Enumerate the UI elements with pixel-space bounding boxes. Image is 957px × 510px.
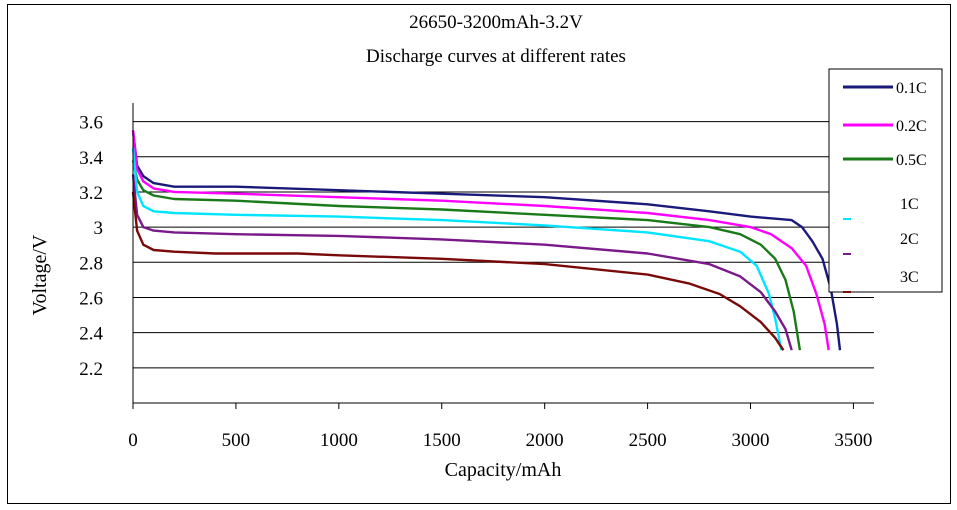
x-tick-label: 1500: [423, 430, 461, 451]
series-lines: [131, 130, 842, 351]
series-line-0-1C: [131, 130, 842, 351]
series-line-3C: [131, 191, 785, 351]
y-tick-label: 3: [94, 218, 104, 239]
y-tick-label: 2.2: [79, 359, 103, 380]
y-tick-label: 2.8: [79, 253, 103, 274]
legend-label: 1C: [900, 196, 919, 213]
y-tick-label: 3.6: [79, 113, 103, 134]
legend-label: 3C: [900, 269, 919, 286]
x-tick-label: 2500: [629, 430, 667, 451]
y-tick-label: 3.2: [79, 183, 103, 204]
x-tick-labels: 0 500 1000 1500 2000 2500 3000 3500: [128, 430, 872, 451]
x-axis-label: Capacity/mAh: [445, 459, 562, 481]
x-tick-label: 500: [222, 430, 251, 451]
grid-lines: [133, 121, 874, 369]
chart-subtitle: Discharge curves at different rates: [366, 46, 626, 67]
y-tick-label: 3.4: [79, 148, 103, 169]
y-tick-label: 2.6: [79, 288, 103, 309]
legend: 0.1C 0.2C 0.5C 1C 2C 3C: [828, 68, 943, 293]
legend-label: 2C: [900, 231, 919, 248]
legend-label: 0.5C: [896, 152, 927, 169]
series-line-0-5C: [131, 160, 802, 351]
legend-box: [828, 68, 943, 293]
axes: [132, 103, 874, 409]
x-tick-label: 2000: [526, 430, 564, 451]
legend-label: 0.2C: [896, 118, 927, 135]
x-tick-label: 3000: [732, 430, 770, 451]
chart-frame: [7, 4, 951, 504]
x-tick-label: 1000: [320, 430, 358, 451]
y-axis-label: Voltage/V: [29, 234, 51, 315]
series-line-0-2C: [131, 130, 830, 351]
series-line-2C: [131, 174, 793, 351]
legend-label: 0.1C: [896, 80, 927, 97]
chart-title: 26650-3200mAh-3.2V: [409, 12, 583, 33]
x-tick-label: 0: [128, 430, 138, 451]
x-tick-label: 3500: [834, 430, 872, 451]
series-line-1C: [131, 147, 783, 351]
y-tick-labels: 2.2 2.4 2.6 2.8 3 3.2 3.4 3.6: [79, 113, 103, 380]
y-tick-label: 2.4: [79, 324, 103, 345]
